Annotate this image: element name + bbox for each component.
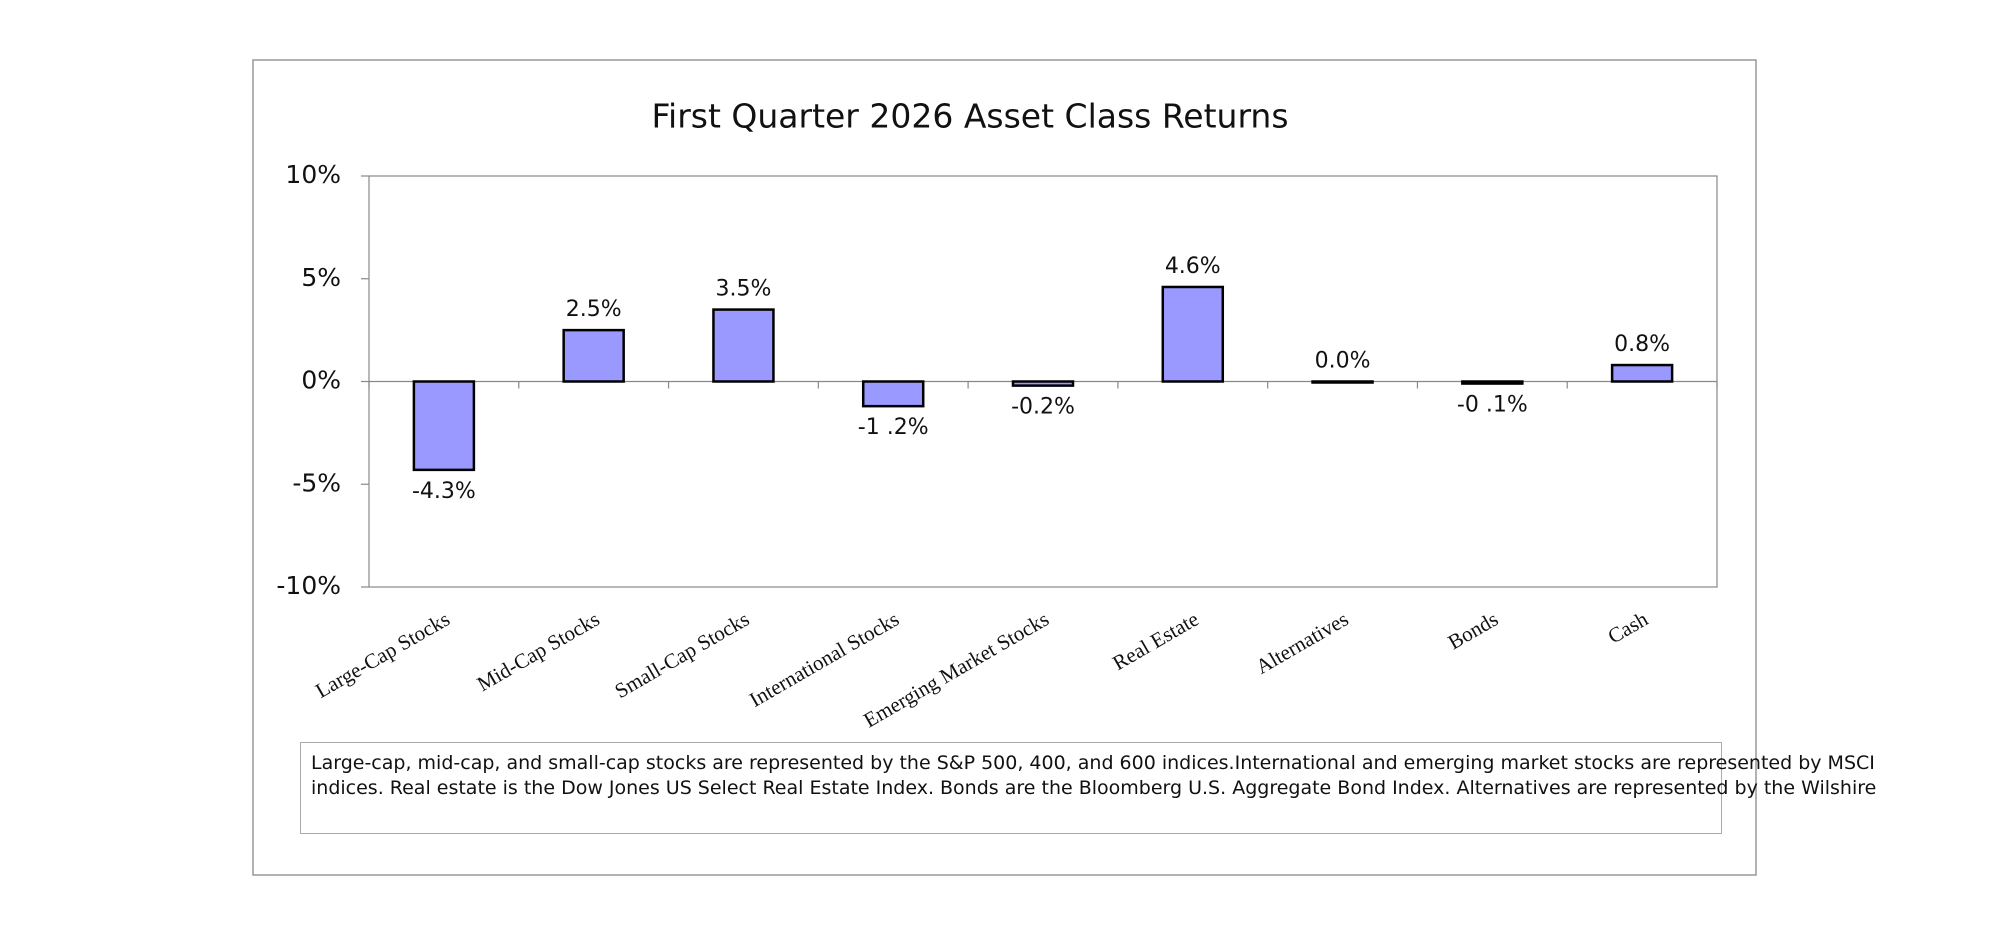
y-tick-label: 0% [301,366,341,395]
x-tick-label: Small-Cap Stocks [610,607,753,703]
bar [1610,363,1674,383]
y-tick-label: -10% [276,571,341,600]
bar [1161,285,1225,383]
x-tick-label: Cash [1604,606,1653,648]
chart-frame [252,59,1757,876]
note-line: Large-cap, mid-cap, and small-cap stocks… [311,752,1875,774]
data-label: -0 .1% [1457,393,1528,418]
y-tick-label: 10% [285,160,341,189]
data-label: 2.5% [566,297,622,322]
data-label: 3.5% [715,277,771,302]
x-tick-label: Alternatives [1252,607,1353,679]
chart-title: First Quarter 2026 Asset Class Returns [651,97,1288,136]
data-label: 0.0% [1315,349,1371,374]
bar [712,308,775,383]
data-label: 0.8% [1614,332,1670,357]
x-tick-label: International Stocks [745,607,903,712]
x-tick-label: Real Estate [1108,607,1202,675]
bar [1461,380,1524,385]
x-tick-label: Bonds [1444,607,1502,655]
note-box: Large-cap, mid-cap, and small-cap stocks… [300,742,1877,834]
note-line: indices. Real estate is the Dow Jones US… [311,777,1877,799]
y-tick-label: -5% [292,468,341,497]
bar [562,328,625,383]
data-label: -0.2% [1011,395,1075,420]
x-tick-label: Large-Cap Stocks [311,607,453,703]
y-tick-label: 5% [301,263,341,292]
bar [1011,380,1075,387]
data-label: 4.6% [1165,254,1221,279]
bar [1311,380,1374,384]
data-label: -1 .2% [858,415,929,440]
data-label: -4.3% [412,479,476,504]
x-tick-label: Mid-Cap Stocks [473,607,604,696]
bar [861,380,925,408]
bar [412,380,476,472]
